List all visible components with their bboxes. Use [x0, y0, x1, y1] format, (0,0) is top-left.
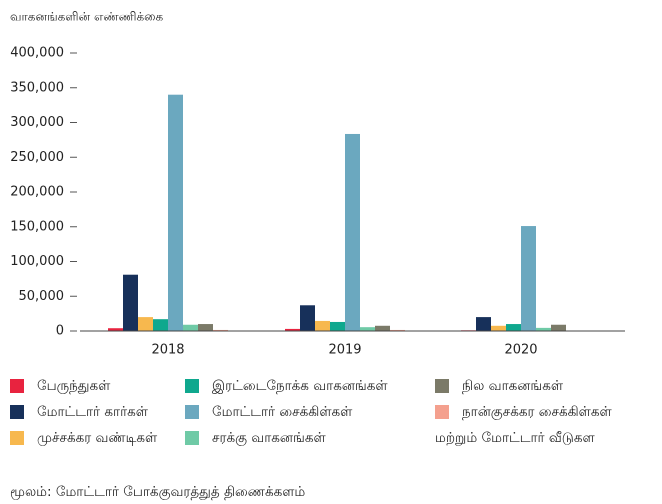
y-tick-label: 300,000	[10, 115, 64, 130]
legend-swatch	[185, 379, 199, 393]
x-tick-label: 2019	[328, 343, 361, 358]
legend-item: மோட்டார் சைக்கிள்கள்	[185, 399, 425, 425]
legend-swatch	[185, 431, 199, 445]
bar	[300, 305, 315, 331]
bar	[390, 329, 405, 331]
legend-label: பேருந்துகள்	[37, 378, 111, 394]
chart: வாகனங்களின் எண்ணிக்கை 0 50,000 100,000 150,…	[10, 10, 625, 358]
bar	[551, 324, 566, 331]
bar	[330, 321, 345, 331]
legend-item: சரக்கு வாகனங்கள்	[185, 425, 425, 451]
legend-label: மோட்டார் சைக்கிள்கள்	[212, 404, 353, 420]
bar	[213, 329, 228, 331]
legend-label: சரக்கு வாகனங்கள்	[212, 430, 326, 446]
bar	[315, 320, 330, 331]
legend-label: முச்சக்கர வண்டிகள்	[37, 430, 158, 446]
bar	[153, 319, 168, 331]
legend-swatch	[10, 431, 24, 445]
legend-swatch	[435, 379, 449, 393]
y-tick-label: 50,000	[19, 289, 65, 304]
legend-label: நான்குசக்கர சைக்கிள்கள் மற்றும் மோட்டார்…	[435, 404, 612, 446]
legend-swatch	[185, 405, 199, 419]
bar	[168, 94, 183, 331]
bar	[183, 324, 198, 331]
legend-label: நில வாகனங்கள்	[462, 378, 564, 394]
bar	[506, 324, 521, 331]
bar	[123, 274, 138, 331]
legend-swatch	[10, 379, 24, 393]
y-tick-label: 350,000	[10, 80, 64, 95]
legend-item: இரட்டைநோக்க வாகனங்கள்	[185, 373, 425, 399]
bar	[345, 133, 360, 331]
bar	[198, 324, 213, 331]
legend-label: இரட்டைநோக்க வாகனங்கள்	[212, 378, 388, 394]
legend-item: பேருந்துகள்	[10, 373, 250, 399]
y-tick-label: 100,000	[10, 254, 64, 269]
bar	[536, 327, 551, 331]
bar	[138, 317, 153, 331]
bar	[108, 328, 123, 331]
bar	[521, 226, 536, 331]
legend-item: நில வாகனங்கள்	[435, 373, 662, 399]
x-tick-label: 2020	[504, 343, 537, 358]
y-tick-label: 200,000	[10, 185, 64, 200]
legend-item: மோட்டார் கார்கள்	[10, 399, 250, 425]
y-tick-label: 250,000	[10, 150, 64, 165]
bar	[375, 325, 390, 331]
bar	[491, 325, 506, 331]
legend-item: முச்சக்கர வண்டிகள்	[10, 425, 160, 451]
source: மூலம்: மோட்டார் போக்குவரத்துத் திணைக்களம…	[10, 484, 306, 500]
bar	[360, 327, 375, 331]
y-tick-label: 0	[56, 324, 64, 339]
y-axis-title: வாகனங்களின் எண்ணிக்கை	[10, 10, 163, 24]
legend-item: நான்குசக்கர சைக்கிள்கள் மற்றும் மோட்டார்…	[435, 399, 657, 451]
y-tick-label: 400,000	[10, 46, 64, 61]
legend-swatch	[435, 405, 449, 419]
legend-label: மோட்டார் கார்கள்	[37, 404, 148, 420]
bar	[476, 317, 491, 331]
legend-swatch	[10, 405, 24, 419]
bar	[285, 328, 300, 331]
x-tick-label: 2018	[151, 343, 184, 358]
y-tick-label: 150,000	[10, 219, 64, 234]
